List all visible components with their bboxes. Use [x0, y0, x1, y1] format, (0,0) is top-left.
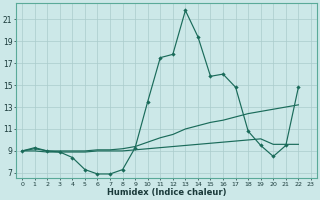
X-axis label: Humidex (Indice chaleur): Humidex (Indice chaleur)	[107, 188, 226, 197]
